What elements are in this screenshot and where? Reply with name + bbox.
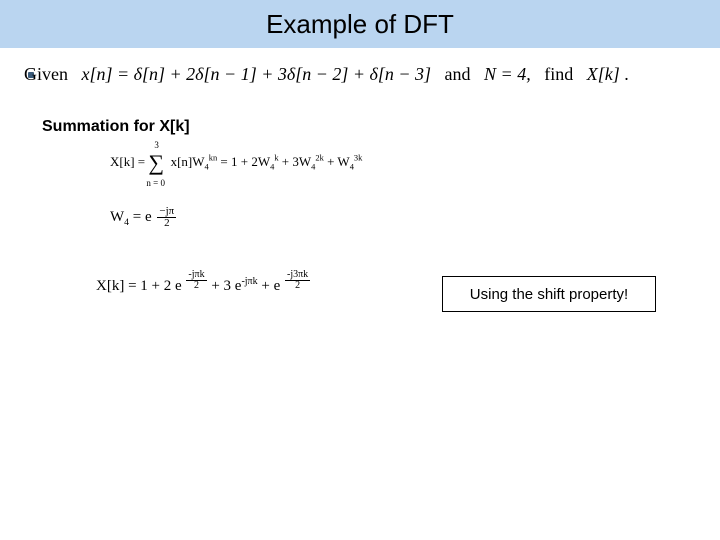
eq3-lhs: X[k] = 1 + 2 e — [96, 278, 182, 294]
callout-box: Using the shift property! — [442, 276, 656, 312]
callout-text: Using the shift property! — [470, 286, 628, 303]
eq2-lhs: W — [110, 209, 124, 225]
title-bar: Example of DFT — [0, 0, 720, 48]
eq3-mid1: + 3 e — [211, 278, 241, 294]
eq2-den: 2 — [157, 218, 176, 229]
equation-summation: X[k] = ∑ 3 n = 0 x[n]W4kn = 1 + 2W4k + 3… — [110, 150, 362, 176]
eq1-inside: x[n]W — [171, 154, 205, 169]
summation-heading: Summation for X[k] — [42, 118, 190, 136]
given-expr: x[n] = δ[n] + 2δ[n − 1] + 3δ[n − 2] + δ[… — [82, 64, 432, 84]
eq3-frac1: -jπk 2 — [186, 270, 206, 291]
eq1-rhs: = 1 + 2W — [220, 154, 270, 169]
sum-lower: n = 0 — [146, 178, 165, 188]
given-and: and — [445, 64, 471, 84]
equation-w4: W4 = e −jπ 2 — [110, 206, 178, 229]
eq2-sub: 4 — [124, 217, 129, 228]
slide-title: Example of DFT — [266, 9, 454, 40]
eq1-lhs: X[k] = — [110, 154, 145, 169]
eq2-fraction: −jπ 2 — [157, 206, 176, 229]
given-dot: . — [624, 64, 629, 84]
eq1-supk: k — [274, 153, 278, 163]
sum-upper: 3 — [154, 140, 159, 150]
eq1-sup2k: 2k — [315, 153, 323, 163]
given-n: N = 4, — [484, 64, 531, 84]
eq1-plus3w: + 3W — [282, 154, 311, 169]
equation-result: X[k] = 1 + 2 e -jπk 2 + 3 e-jπk + e -j3π… — [96, 276, 311, 297]
eq1-plusw: + W — [327, 154, 350, 169]
eq1-supkn: kn — [209, 153, 217, 163]
eq1-sub4: 4 — [205, 162, 209, 172]
sigma-icon: ∑ 3 n = 0 — [148, 150, 164, 176]
eq3-exp2: -jπk — [241, 276, 257, 287]
given-find: find — [544, 64, 573, 84]
eq2-eq: = e — [133, 209, 152, 225]
given-target: X[k] — [587, 64, 620, 84]
eq3-mid2: + e — [261, 278, 280, 294]
given-prefix: Given — [24, 64, 68, 84]
eq3-frac2: -j3πk 2 — [285, 270, 310, 291]
given-statement: Given x[n] = δ[n] + 2δ[n − 1] + 3δ[n − 2… — [24, 64, 629, 85]
eq1-sup3k: 3k — [354, 153, 362, 163]
